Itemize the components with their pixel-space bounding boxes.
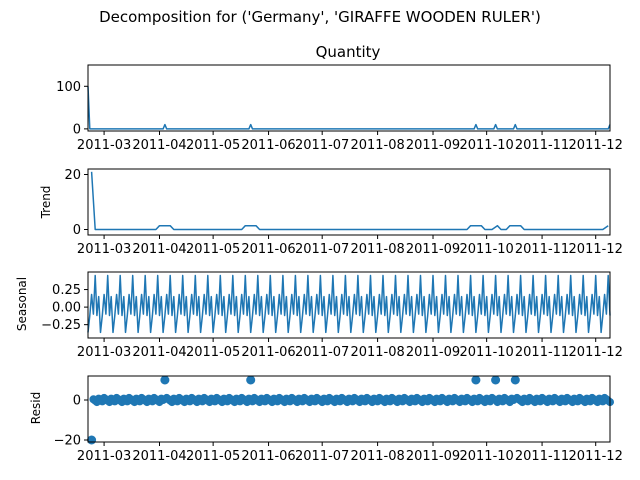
xtick-label: 2011-03 xyxy=(77,138,131,153)
ytick-label: 0.00 xyxy=(52,301,81,316)
axes-frame-2 xyxy=(87,271,611,339)
resid-outlier-point xyxy=(491,375,501,385)
xtick-label: 2011-10 xyxy=(459,449,513,464)
axes-frame-3 xyxy=(87,375,611,443)
ytick-label: 0 xyxy=(73,223,81,238)
resid-outlier-point xyxy=(471,375,481,385)
xtick-label: 2011-05 xyxy=(186,345,240,360)
series-line-0 xyxy=(87,86,611,130)
xtick-label: 2011-04 xyxy=(132,449,186,464)
xtick-label: 2011-05 xyxy=(186,242,240,257)
xtick-label: 2011-06 xyxy=(241,345,295,360)
resid-ylabel: Resid xyxy=(29,392,43,424)
xtick-label: 2011-06 xyxy=(241,138,295,153)
xtick-label: 2011-12 xyxy=(569,345,623,360)
xtick-label: 2011-11 xyxy=(515,138,569,153)
xtick-label: 2011-06 xyxy=(241,242,295,257)
resid-outlier-point xyxy=(246,375,256,385)
resid-outlier-point xyxy=(510,375,520,385)
ytick-label: −20 xyxy=(54,434,81,449)
xtick-label: 2011-09 xyxy=(406,449,460,464)
xtick-label: 2011-11 xyxy=(515,242,569,257)
xtick-label: 2011-08 xyxy=(350,242,404,257)
xtick-label: 2011-07 xyxy=(295,449,349,464)
xtick-label: 2011-09 xyxy=(406,345,460,360)
series-line-1 xyxy=(90,171,609,231)
xtick-label: 2011-05 xyxy=(186,138,240,153)
xtick-label: 2011-03 xyxy=(77,242,131,257)
xtick-label: 2011-08 xyxy=(350,345,404,360)
ytick-label: 0 xyxy=(73,394,81,409)
xtick-label: 2011-05 xyxy=(186,449,240,464)
xtick-label: 2011-12 xyxy=(569,449,623,464)
xtick-label: 2011-09 xyxy=(406,138,460,153)
xtick-label: 2011-04 xyxy=(132,138,186,153)
xtick-label: 2011-03 xyxy=(77,449,131,464)
ytick-label: 100 xyxy=(56,80,81,95)
xtick-label: 2011-10 xyxy=(459,138,513,153)
xtick-label: 2011-06 xyxy=(241,449,295,464)
ytick-label: 0.25 xyxy=(52,283,81,298)
xtick-label: 2011-08 xyxy=(350,138,404,153)
seasonal-line xyxy=(87,274,611,334)
xtick-label: 2011-12 xyxy=(569,138,623,153)
xtick-label: 2011-07 xyxy=(295,242,349,257)
ytick-label: 0 xyxy=(73,122,81,137)
xtick-label: 2011-07 xyxy=(295,345,349,360)
xtick-label: 2011-11 xyxy=(515,345,569,360)
figure-title: Decomposition for ('Germany', 'GIRAFFE W… xyxy=(99,8,541,26)
seasonal-ylabel: Seasonal xyxy=(15,277,29,331)
xtick-label: 2011-12 xyxy=(569,242,623,257)
xtick-label: 2011-07 xyxy=(295,138,349,153)
resid-outlier-point xyxy=(160,375,170,385)
xtick-label: 2011-08 xyxy=(350,449,404,464)
ytick-label: 20 xyxy=(64,168,81,183)
xtick-label: 2011-04 xyxy=(132,242,186,257)
quantity-panel-title: Quantity xyxy=(316,43,381,61)
xtick-label: 2011-09 xyxy=(406,242,460,257)
xtick-label: 2011-11 xyxy=(515,449,569,464)
trend-ylabel: Trend xyxy=(39,186,53,220)
xtick-label: 2011-10 xyxy=(459,345,513,360)
xtick-label: 2011-10 xyxy=(459,242,513,257)
ytick-label: −0.25 xyxy=(41,318,81,333)
axes-frame-0 xyxy=(87,64,611,132)
axes-frame-1 xyxy=(87,168,611,236)
xtick-label: 2011-03 xyxy=(77,345,131,360)
xtick-label: 2011-04 xyxy=(132,345,186,360)
